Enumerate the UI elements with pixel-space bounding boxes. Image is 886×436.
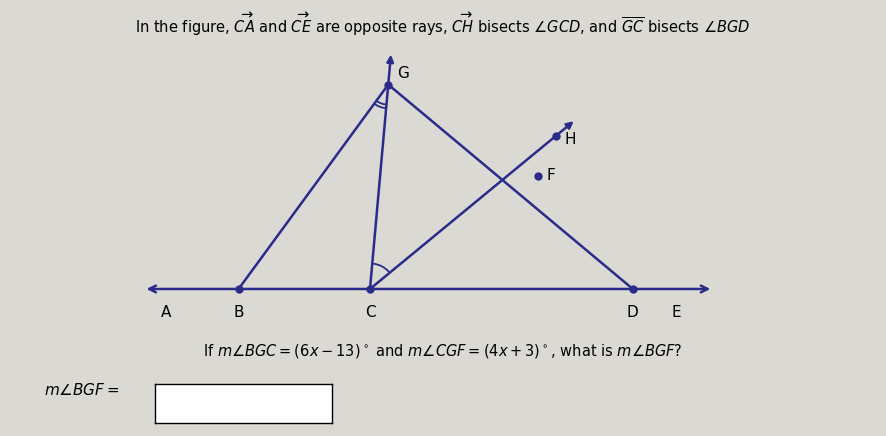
Text: G: G [397, 66, 408, 81]
Text: E: E [672, 305, 681, 320]
Text: A: A [160, 305, 171, 320]
Text: $m\angle BGF=$: $m\angle BGF=$ [44, 382, 120, 398]
Text: F: F [547, 168, 556, 183]
Text: H: H [565, 132, 577, 147]
Text: B: B [233, 305, 244, 320]
Text: C: C [365, 305, 376, 320]
Text: If $m\angle BGC = (6x - 13)^\circ$ and $m\angle CGF = (4x + 3)^\circ$, what is $: If $m\angle BGC = (6x - 13)^\circ$ and $… [203, 342, 683, 360]
Text: D: D [627, 305, 639, 320]
Text: In the figure, $\overrightarrow{CA}$ and $\overrightarrow{CE}$ are opposite rays: In the figure, $\overrightarrow{CA}$ and… [136, 11, 750, 38]
